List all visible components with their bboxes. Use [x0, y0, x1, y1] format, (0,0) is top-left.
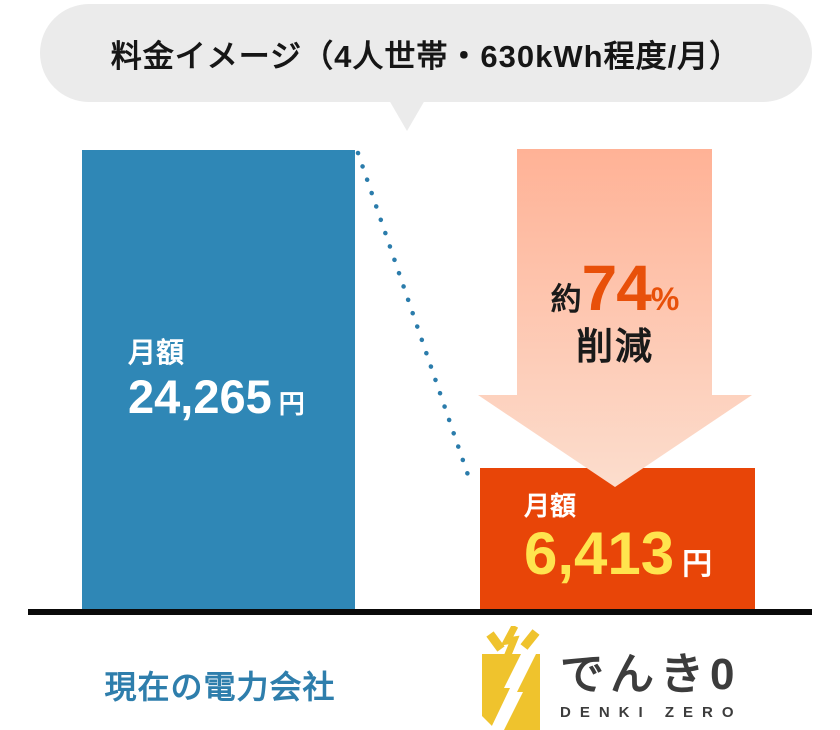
- chart-title: 料金イメージ（4人世帯・630kWh程度/月）: [110, 38, 742, 74]
- current-amount-unit: 円: [278, 389, 305, 419]
- current-amount-line: 24,265 円: [128, 370, 355, 424]
- zero-cost-text: 月額 6,413 円: [480, 468, 755, 586]
- zero-amount-unit: 円: [682, 548, 713, 581]
- current-company-label: 現在の電力会社: [104, 669, 336, 705]
- zero-amount: 6,413: [524, 520, 675, 587]
- current-amount: 24,265: [128, 370, 272, 423]
- zero-cost-bar: 月額 6,413 円: [480, 468, 755, 612]
- zero-period-label: 月額: [524, 491, 577, 521]
- current-cost-bar: 月額 24,265 円: [82, 150, 355, 612]
- reduction-annotation: 約74% 削減: [478, 256, 752, 365]
- title-bubble: 料金イメージ（4人世帯・630kWh程度/月）: [40, 4, 812, 102]
- logo-wordmark: でんき0: [560, 650, 741, 699]
- reduction-arrow-icon: [478, 149, 752, 487]
- logo-subtext: DENKI ZERO: [560, 704, 743, 721]
- current-period-label: 月額: [128, 337, 185, 368]
- axis-baseline: [28, 609, 812, 615]
- reduction-percent: 74: [581, 252, 652, 324]
- current-cost-text: 月額 24,265 円: [82, 150, 355, 424]
- reduction-percent-sign: %: [650, 281, 680, 317]
- denki-zero-logo: でんき0 DENKI ZERO: [476, 626, 743, 730]
- reduction-approx: 約: [550, 282, 582, 317]
- zero-amount-line: 6,413 円: [524, 522, 755, 586]
- reduction-action: 削減: [576, 326, 654, 367]
- lightning-zero-icon: [482, 626, 540, 730]
- reduction-line1: 約74%: [478, 256, 752, 320]
- bubble-tail: [389, 100, 425, 131]
- logo-text-column: でんき0 DENKI ZERO: [560, 626, 743, 722]
